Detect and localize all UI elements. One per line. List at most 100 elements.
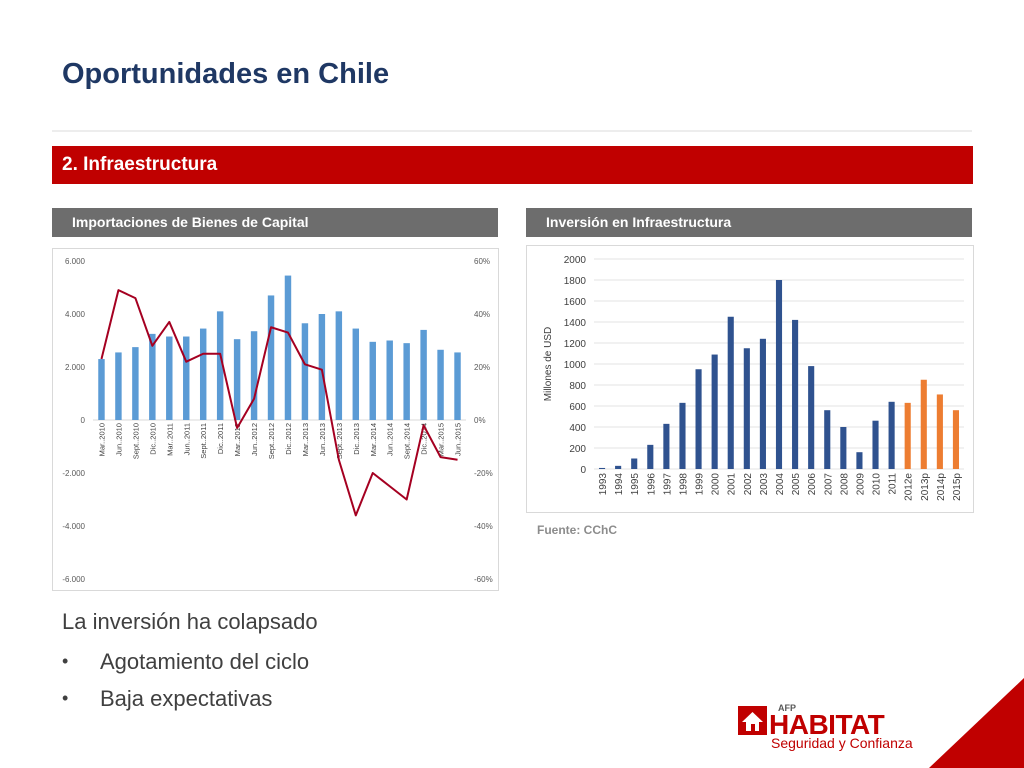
category-label: 2009	[855, 473, 866, 496]
investment-bar	[904, 402, 911, 469]
category-label: Mar..2010	[97, 423, 106, 456]
category-label: Dic..2012	[284, 423, 293, 455]
investment-bar	[663, 423, 670, 469]
investment-bar	[936, 394, 943, 469]
category-label: 1995	[630, 473, 641, 496]
y-tick-label: 1600	[564, 297, 587, 308]
category-label: 2003	[759, 473, 770, 496]
investment-chart: 2000 1800 1600 1400 1200 1000 800 600 400 200 0 Mil…	[526, 245, 974, 513]
investment-bar	[840, 427, 847, 469]
page-title: Oportunidades en Chile	[62, 58, 390, 90]
category-label: Jun..2010	[114, 423, 123, 456]
category-label: Jun..2012	[250, 423, 259, 456]
category-label: 2011	[888, 473, 899, 495]
imports-bar	[454, 352, 461, 420]
logo-afp-text: AFP	[778, 703, 796, 713]
category-label: 2000	[711, 473, 722, 496]
category-label: 1999	[695, 473, 706, 496]
imports-bar	[301, 323, 309, 420]
right-y-tick-label: -60%	[474, 575, 493, 584]
investment-bar	[808, 366, 815, 469]
house-logo-icon	[738, 706, 767, 735]
y-tick-label: 1000	[564, 360, 587, 371]
imports-bar	[166, 336, 173, 420]
category-label: 2013p	[920, 473, 931, 501]
imports-bar	[420, 329, 427, 420]
imports-bar	[149, 333, 156, 420]
imports-bar	[437, 349, 444, 420]
right-y-tick-label: -40%	[474, 522, 493, 531]
investment-bar	[743, 348, 750, 469]
category-label: 1998	[678, 473, 689, 496]
title-divider	[52, 130, 972, 132]
category-label: Jun..2011	[182, 423, 191, 455]
imports-bar	[369, 341, 376, 420]
investment-bar	[824, 410, 831, 469]
right-y-tick-label: 0%	[474, 416, 486, 425]
category-label: Sept..2014	[403, 423, 412, 459]
bullet-text: Agotamiento del ciclo	[100, 649, 310, 674]
category-label: Jun..2013	[318, 423, 327, 456]
imports-bar	[267, 295, 275, 420]
source-note: Fuente: CChC	[537, 523, 617, 537]
category-label: Dic..2011	[216, 423, 225, 454]
y-tick-label: 400	[569, 423, 586, 434]
y-tick-label: 0	[580, 465, 586, 476]
investment-bar	[759, 338, 766, 469]
left-y-tick-label: 6.000	[65, 257, 86, 266]
y-tick-label: 1800	[564, 276, 587, 287]
left-y-tick-label: 4.000	[65, 310, 86, 319]
category-label: 1996	[646, 473, 657, 496]
investment-bar	[679, 402, 686, 469]
category-label: Mar..2011	[165, 423, 174, 456]
investment-bar	[856, 452, 863, 469]
takeaway-text: La inversión ha colapsado	[62, 609, 318, 634]
investment-bar	[598, 467, 606, 469]
category-label: Dic..2010	[148, 423, 157, 455]
bullet-icon: •	[62, 651, 69, 671]
imports-bar	[98, 359, 105, 420]
imports-bar	[199, 328, 207, 420]
category-label: Sept..2011	[199, 423, 208, 459]
y-tick-label: 800	[569, 381, 586, 392]
imports-bar	[216, 311, 224, 420]
category-label: Sept..2012	[267, 423, 276, 459]
right-y-tick-label: 40%	[474, 310, 490, 319]
category-label: 2014p	[936, 473, 947, 501]
left-y-tick-label: -4.000	[62, 522, 85, 531]
investment-bar	[920, 379, 927, 469]
imports-bar	[115, 352, 122, 420]
y-tick-label: 2000	[564, 255, 587, 266]
imports-bar	[386, 340, 393, 420]
imports-bar	[132, 347, 139, 420]
category-label: Mar..2015	[437, 423, 446, 456]
category-label: Jun..2014	[386, 423, 395, 456]
imports-bar	[183, 336, 190, 420]
category-label: 2005	[791, 473, 802, 496]
imports-bar	[352, 328, 360, 420]
category-label: Dic..2013	[352, 423, 361, 455]
category-label: Sept..2010	[131, 423, 140, 459]
imports-bar	[335, 311, 343, 420]
investment-bar	[872, 420, 879, 469]
imports-bar	[318, 314, 326, 420]
category-label: 2015p	[952, 473, 963, 501]
investment-bar	[775, 280, 783, 469]
category-label: 1993	[598, 473, 609, 496]
section-banner: 2. Infraestructura	[52, 146, 973, 184]
imports-panel-header: Importaciones de Bienes de Capital	[52, 208, 498, 237]
category-label: Dic..2014	[420, 423, 429, 455]
y-tick-label: 1200	[564, 339, 587, 350]
right-y-tick-label: 20%	[474, 363, 490, 372]
y-tick-label: 200	[569, 444, 586, 455]
category-label: 2006	[807, 473, 818, 496]
left-y-tick-label: 0	[81, 416, 86, 425]
category-label: 1997	[662, 473, 673, 496]
imports-bar	[233, 339, 241, 420]
investment-bar	[695, 369, 702, 469]
investment-bar	[647, 444, 654, 469]
category-label: 2002	[743, 473, 754, 496]
investment-bar	[727, 316, 734, 469]
category-label: 2008	[839, 473, 850, 496]
growth-rate-line	[100, 289, 458, 517]
